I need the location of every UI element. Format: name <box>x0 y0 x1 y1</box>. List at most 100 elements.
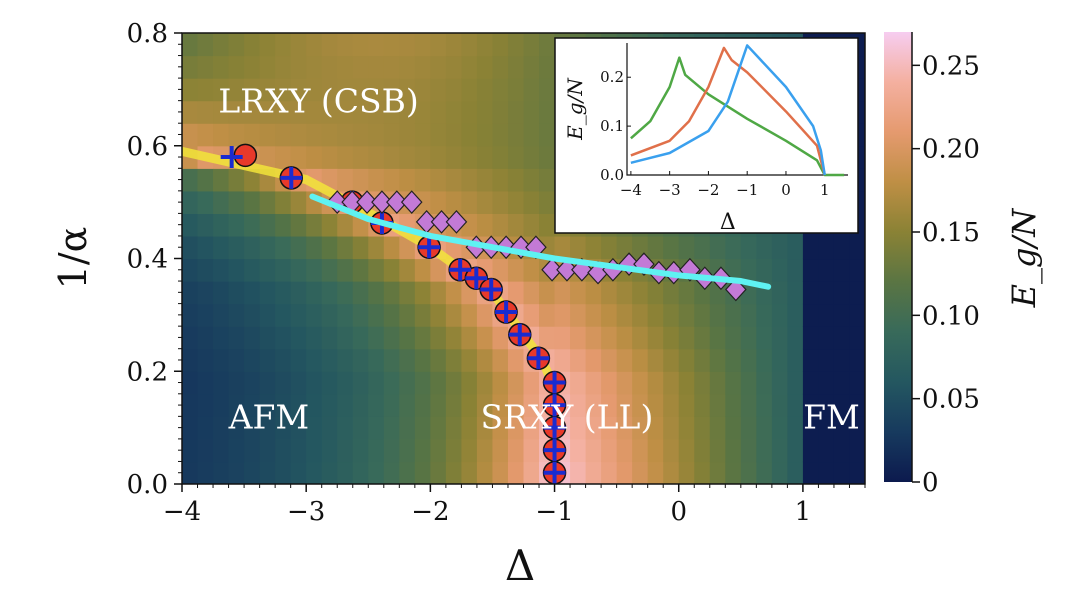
heatmap-cell <box>352 438 369 463</box>
cross-point <box>220 146 243 169</box>
inset-x-tick-label: 0 <box>781 181 791 199</box>
heatmap-cell <box>399 281 416 305</box>
heatmap-cell <box>570 393 587 417</box>
heatmap-cell <box>476 55 494 79</box>
heatmap-cell <box>228 438 245 463</box>
heatmap-cell <box>663 416 680 440</box>
heatmap-cell <box>756 258 773 282</box>
heatmap-cell <box>290 213 307 237</box>
heatmap-cell <box>802 303 820 327</box>
heatmap-cell <box>709 303 726 327</box>
heatmap-cell <box>244 326 261 350</box>
heatmap-cell <box>244 348 261 372</box>
diamond-point <box>556 257 578 282</box>
heatmap-cell <box>585 326 602 350</box>
heatmap-cell <box>523 33 540 57</box>
heatmap-cell <box>787 303 804 327</box>
heatmap-cell <box>756 461 773 484</box>
cross-point <box>543 416 566 439</box>
heatmap-cell <box>663 303 680 327</box>
heatmap-cell <box>507 55 525 79</box>
heatmap-cell <box>539 55 556 79</box>
heatmap-cell <box>182 235 199 260</box>
heatmap-cell <box>523 213 540 237</box>
heatmap-cell <box>476 438 494 463</box>
heatmap-cell <box>213 371 230 395</box>
heatmap-cell <box>244 213 261 237</box>
heatmap-cell <box>244 55 261 79</box>
heatmap-cell <box>740 258 757 282</box>
heatmap-cell <box>554 326 571 350</box>
heatmap-cell <box>414 190 431 214</box>
heatmap-cell <box>523 78 540 102</box>
heatmap-cell <box>213 213 230 237</box>
heatmap-cell <box>601 303 618 327</box>
heatmap-cell <box>663 348 680 372</box>
heatmap-cell <box>647 393 664 417</box>
heatmap-cell <box>259 438 276 463</box>
heatmap-cell <box>259 78 276 102</box>
colorbar-tick-label: 0.25 <box>922 51 980 81</box>
heatmap-cell <box>383 416 400 440</box>
heatmap-cell <box>539 78 556 102</box>
heatmap-cell <box>833 371 851 395</box>
heatmap-cell <box>663 371 680 395</box>
heatmap-cell <box>259 235 276 260</box>
heatmap-cell <box>182 55 199 79</box>
heatmap-cell <box>383 303 400 327</box>
heatmap-cell <box>399 303 416 327</box>
inset-x-tick-label: −4 <box>620 181 642 199</box>
heatmap-cell <box>383 123 400 147</box>
heatmap-cell <box>244 190 261 214</box>
heatmap-cell <box>756 235 773 260</box>
heatmap-cell <box>337 33 354 57</box>
heatmap-cell <box>709 416 726 440</box>
heatmap-cell <box>337 258 354 282</box>
heatmap-cell <box>818 281 835 305</box>
heatmap-cell <box>570 461 587 484</box>
heatmap-cell <box>461 78 478 102</box>
heatmap-cell <box>507 371 525 395</box>
heatmap-cell <box>601 348 618 372</box>
heatmap-cell <box>507 145 525 169</box>
heatmap-cell <box>709 235 726 260</box>
heatmap-cell <box>492 168 509 192</box>
heatmap-cell <box>585 348 602 372</box>
heatmap-cell <box>601 371 618 395</box>
heatmap-cell <box>321 235 338 260</box>
heatmap-cell <box>275 371 292 395</box>
y-tick-label: 0.8 <box>127 19 168 49</box>
heatmap-cell <box>321 100 338 124</box>
heatmap-cell <box>197 55 214 79</box>
heatmap-cell <box>554 281 571 305</box>
heatmap-cell <box>321 281 338 305</box>
heatmap-cell <box>445 168 463 192</box>
cross-point <box>543 439 566 462</box>
heatmap-cell <box>476 371 494 395</box>
heatmap-cell <box>352 393 369 417</box>
heatmap-cell <box>461 145 478 169</box>
heatmap-cell <box>430 393 447 417</box>
heatmap-cell <box>647 371 664 395</box>
heatmap-cell <box>430 348 447 372</box>
heatmap-cell <box>632 281 649 305</box>
heatmap-cell <box>554 235 571 260</box>
heatmap-cell <box>802 258 820 282</box>
heatmap-cell <box>539 123 556 147</box>
heatmap-cell <box>321 55 338 79</box>
heatmap-cell <box>585 438 602 463</box>
heatmap-cell <box>523 303 540 327</box>
heatmap-cell <box>787 438 804 463</box>
heatmap-cell <box>833 393 851 417</box>
heatmap-cell <box>507 168 525 192</box>
heatmap-cell <box>849 258 865 282</box>
heatmap-cell <box>244 371 261 395</box>
cross-point <box>527 347 550 370</box>
heatmap-cell <box>321 416 338 440</box>
heatmap-cell <box>259 281 276 305</box>
heatmap-cell <box>399 55 416 79</box>
heatmap-cell <box>523 258 540 282</box>
heatmap-cell <box>476 416 494 440</box>
heatmap-cell <box>507 438 525 463</box>
heatmap-cell <box>570 326 587 350</box>
